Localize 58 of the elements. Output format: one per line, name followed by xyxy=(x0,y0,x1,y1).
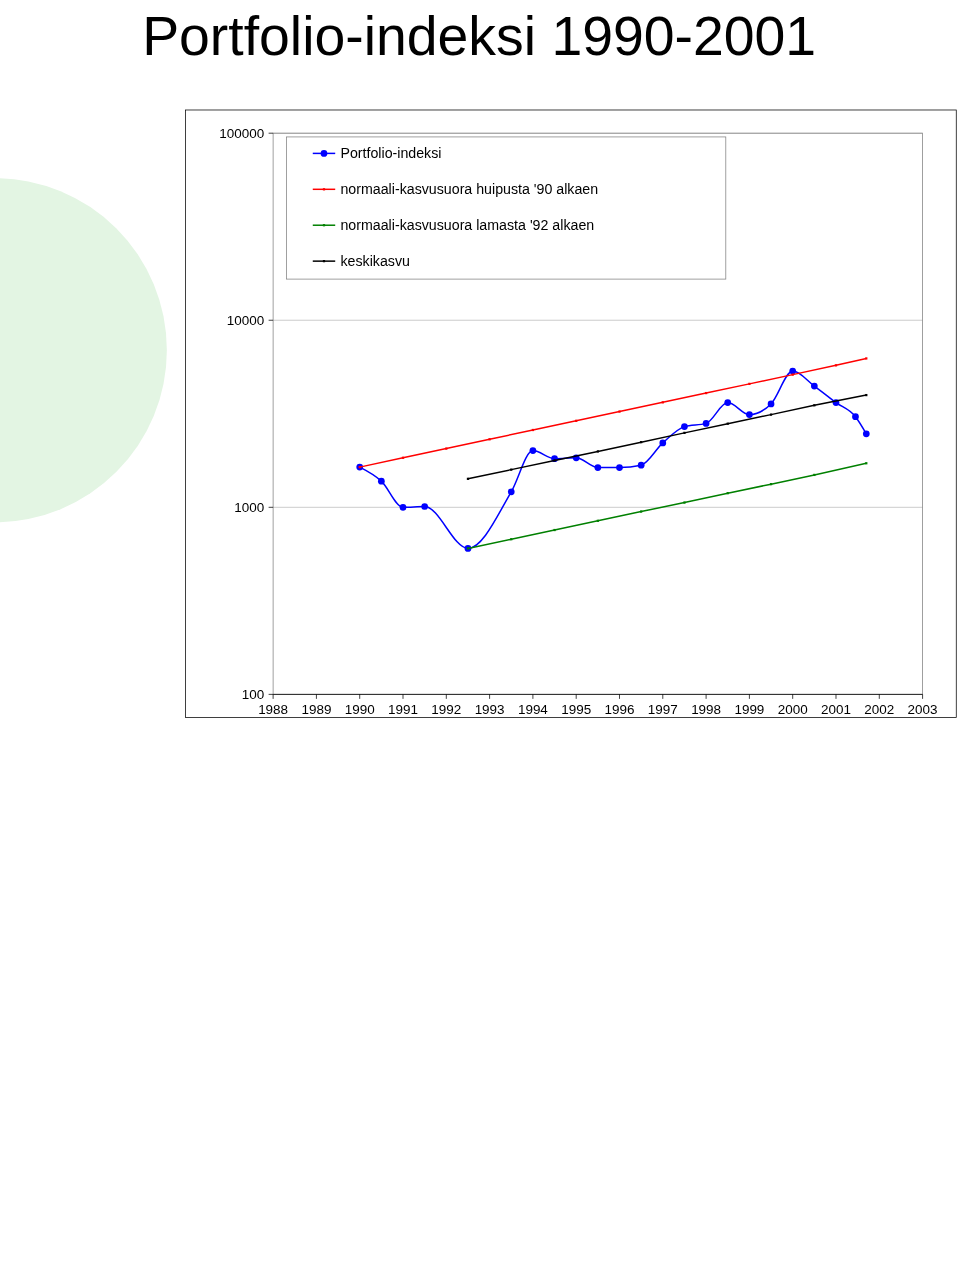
point xyxy=(399,503,407,511)
point xyxy=(596,450,599,453)
point xyxy=(421,503,429,510)
chart-title: Portfolio-indeksi 1990-2001 xyxy=(142,5,817,68)
x-tick-label: 1996 xyxy=(604,701,635,717)
x-tick-label: 1993 xyxy=(474,701,505,717)
point xyxy=(767,400,775,408)
point xyxy=(681,423,688,430)
x-tick-label: 1989 xyxy=(301,701,332,717)
line-series xyxy=(358,357,868,469)
x-tick-label: 2000 xyxy=(777,701,808,717)
point xyxy=(748,382,751,385)
point xyxy=(553,528,556,532)
point xyxy=(377,477,385,485)
point xyxy=(702,420,710,427)
line-series xyxy=(466,462,868,550)
line-series xyxy=(466,393,868,480)
point xyxy=(683,501,686,504)
point xyxy=(865,357,868,360)
point xyxy=(769,413,773,416)
x-tick-label: 1988 xyxy=(258,701,289,717)
legend-label: Portfolio-indeksi xyxy=(340,145,442,162)
legend-label: keskikasvu xyxy=(340,253,410,270)
point xyxy=(810,382,818,390)
x-tick-label: 1991 xyxy=(388,701,418,717)
x-tick-label: 2003 xyxy=(907,701,938,717)
point xyxy=(852,413,859,421)
point xyxy=(488,438,491,441)
point xyxy=(616,464,623,471)
point xyxy=(594,464,602,471)
point xyxy=(553,459,556,462)
x-tick-label: 2001 xyxy=(821,701,851,717)
x-tick-label: 1995 xyxy=(561,701,592,717)
point xyxy=(746,411,753,418)
point xyxy=(659,439,667,447)
point xyxy=(445,447,448,450)
y-tick-label: 10000 xyxy=(226,312,265,328)
x-tick-label: 2002 xyxy=(864,701,895,717)
y-tick-label: 100000 xyxy=(219,125,265,141)
point xyxy=(789,367,797,375)
x-tick-label: 1990 xyxy=(344,701,375,717)
point xyxy=(724,399,732,406)
y-tick-label: 100 xyxy=(241,687,265,703)
point xyxy=(640,510,643,513)
point xyxy=(683,431,686,434)
x-tick-label: 1999 xyxy=(734,701,765,717)
legend-label: normaali-kasvusuora lamasta '92 alkaen xyxy=(340,217,595,234)
x-tick-label: 1998 xyxy=(691,701,722,717)
x-tick-label: 1994 xyxy=(517,701,549,717)
x-tick-label: 1997 xyxy=(647,701,678,717)
point xyxy=(862,430,870,438)
point xyxy=(637,461,645,469)
x-tick-label: 1992 xyxy=(431,701,462,717)
legend-label: normaali-kasvusuora huipusta '90 alkaen xyxy=(340,181,599,198)
y-tick-label: 1000 xyxy=(234,500,265,516)
point xyxy=(618,410,621,413)
point xyxy=(507,488,515,496)
point xyxy=(529,447,537,454)
